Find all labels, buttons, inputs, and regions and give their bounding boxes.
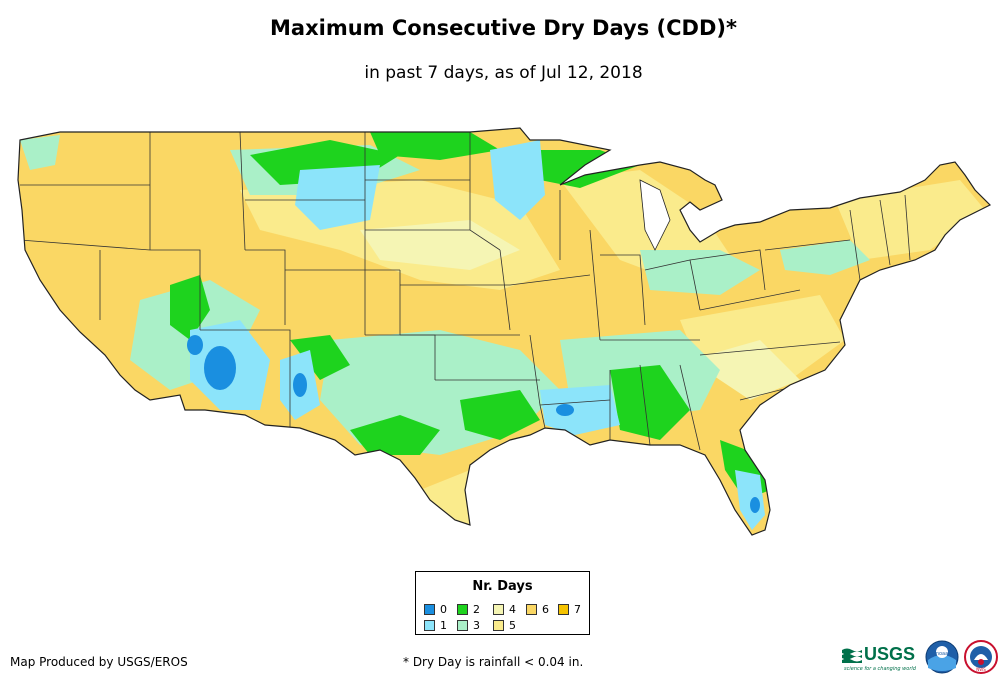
agency-logos: USGS science for a changing world noaa N…: [842, 640, 1002, 680]
map-subtitle: in past 7 days, as of Jul 12, 2018: [364, 63, 643, 83]
dry-days-surface: [18, 128, 990, 535]
legend-swatch: [493, 619, 504, 631]
us-map: [0, 110, 1007, 550]
noaa-logo-text: noaa: [936, 651, 948, 657]
legend-item-5: 5: [493, 618, 516, 632]
legend-item-4: 4: [493, 602, 516, 616]
map-legend: Nr. Days 0 1 2 3 4 5 6 7: [415, 571, 590, 635]
legend-label: 1: [440, 618, 447, 632]
map-credit: Map Produced by USGS/EROS: [10, 655, 188, 669]
legend-item-6: 6: [526, 602, 549, 616]
legend-item-3: 3: [457, 618, 480, 632]
legend-label: 0: [440, 602, 447, 616]
legend-label: 6: [542, 602, 549, 616]
noaa-logo: noaa: [925, 640, 959, 674]
legend-item-1: 1: [424, 618, 447, 632]
map-title: Maximum Consecutive Dry Days (CDD)*: [270, 16, 737, 40]
legend-item-0: 0: [424, 602, 447, 616]
usgs-tagline: science for a changing world: [844, 666, 916, 672]
legend-swatch: [493, 603, 504, 615]
legend-label: 2: [473, 602, 480, 616]
legend-swatch: [526, 603, 537, 615]
usgs-logo-text: USGS: [864, 644, 916, 664]
legend-swatch: [457, 603, 468, 615]
legend-title: Nr. Days: [472, 579, 533, 594]
nws-logo-text: NWS: [976, 667, 986, 672]
legend-swatch: [424, 619, 435, 631]
legend-swatch: [424, 603, 435, 615]
legend-item-7: 7: [558, 602, 581, 616]
legend-item-2: 2: [457, 602, 480, 616]
usgs-logo: USGS: [842, 644, 915, 665]
legend-label: 7: [574, 602, 581, 616]
dry-day-footnote: * Dry Day is rainfall < 0.04 in.: [403, 655, 584, 669]
usgs-wave-icon: [842, 648, 862, 663]
legend-swatch: [558, 603, 569, 615]
legend-swatch: [457, 619, 468, 631]
nws-logo: NWS: [964, 640, 998, 674]
legend-label: 3: [473, 618, 480, 632]
legend-label: 4: [509, 602, 516, 616]
legend-label: 5: [509, 618, 516, 632]
